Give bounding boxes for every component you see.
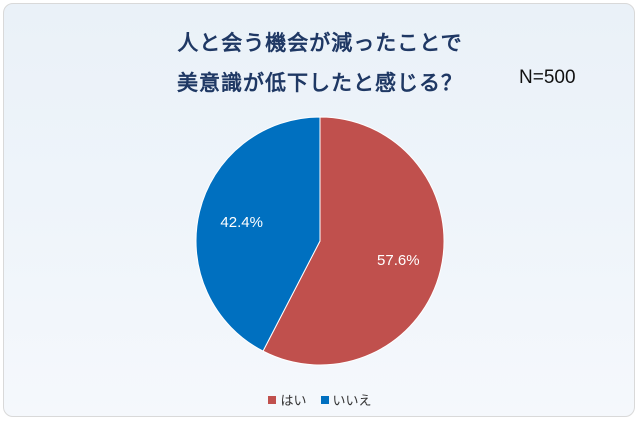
chart-title-line-2: 美意識が低下したと感じる？: [177, 71, 463, 95]
legend-label-yes: はい: [280, 394, 307, 409]
pie-slice-yes: [262, 116, 445, 366]
legend-swatch-no: [320, 395, 329, 404]
slice-label-yes: 57.6%: [377, 252, 420, 269]
legend-swatch-yes: [268, 395, 277, 404]
pie-slice-no: [195, 116, 321, 352]
legend-item-no: いいえ: [320, 390, 372, 409]
sample-size-note: N=500: [519, 67, 576, 88]
chart-title-line-1: 人と会う機会が減ったことで: [177, 31, 463, 55]
legend: はい いいえ: [0, 390, 640, 409]
slice-label-no: 42.4%: [220, 214, 263, 231]
legend-label-no: いいえ: [332, 394, 372, 409]
legend-item-yes: はい: [268, 390, 307, 409]
